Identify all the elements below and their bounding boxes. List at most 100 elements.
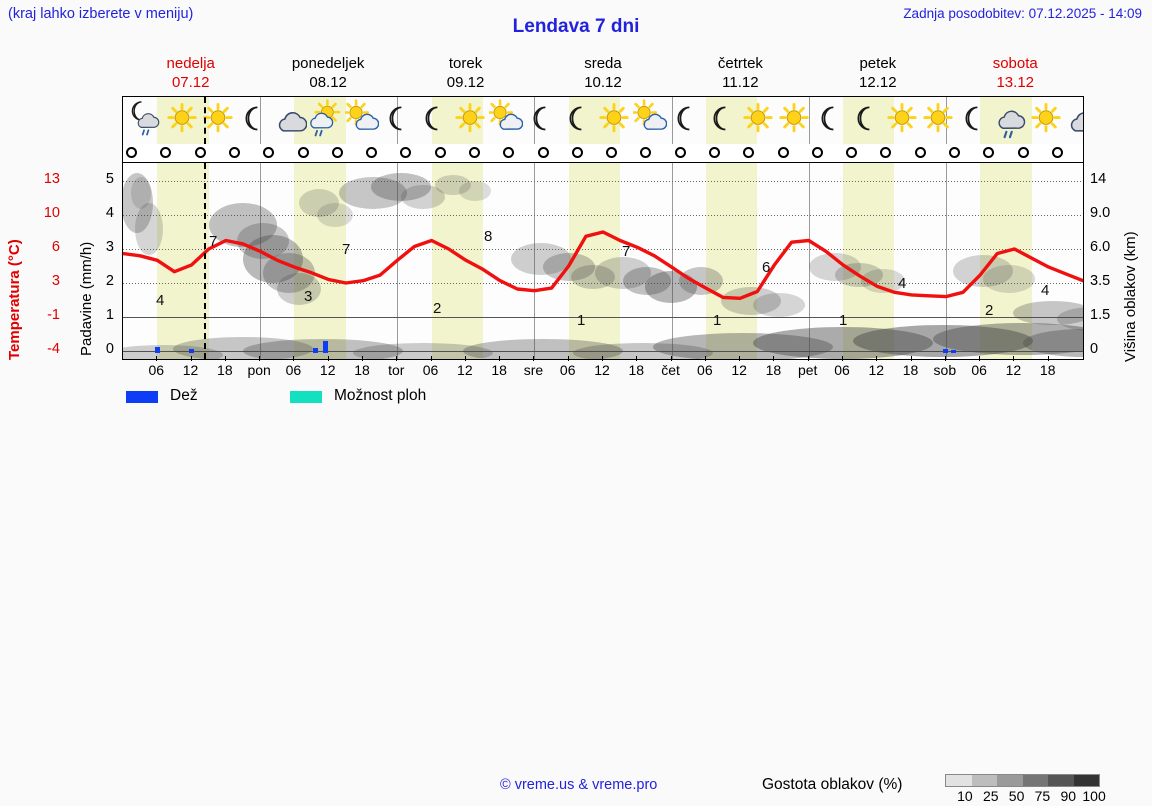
temperature-value-label: 1 (713, 312, 722, 329)
temperature-axis-title: Temperatura (°C) (6, 239, 23, 360)
temperature-value-label: 7 (209, 233, 218, 250)
hour-marker (880, 147, 892, 158)
day-date: 10.12 (584, 74, 622, 91)
hour-marker (777, 147, 789, 158)
hour-marker (503, 147, 515, 158)
hour-marker (914, 147, 926, 158)
daylight-band-day-5 (705, 163, 758, 359)
cloud-icon (1065, 99, 1083, 143)
day-date: 12.12 (859, 74, 897, 91)
time-tick-label: 18 (354, 362, 370, 378)
day-date: 08.12 (309, 74, 347, 91)
sun-icon (597, 99, 631, 143)
time-tick-label: 12 (731, 362, 747, 378)
day-separator (945, 97, 947, 144)
sun-cloud-icon (630, 99, 668, 143)
value-gridline (123, 249, 1083, 250)
time-tick-label: 06 (285, 362, 302, 378)
hour-marker (537, 147, 549, 158)
daylight-band-day-6 (843, 97, 895, 144)
density-tick-label: 90 (1060, 788, 1077, 804)
time-tick-mark (910, 356, 912, 361)
precipitation-tick-label: 3 (105, 239, 114, 255)
sun-icon (741, 99, 775, 143)
temperature-curve (123, 230, 1083, 300)
time-tick-label: pon (247, 362, 271, 378)
cloud-density-scale: 10 25 50 75 90 100 (940, 788, 1110, 806)
time-tick-label: 18 (628, 362, 645, 378)
page-title: Lendava 7 dni (512, 16, 640, 37)
time-tick-label: 06 (834, 362, 850, 378)
day-separator (397, 97, 399, 144)
time-tick-mark (773, 356, 775, 361)
time-tick-label: 18 (902, 362, 919, 378)
copyright-link[interactable]: © vreme.us & vreme.pro (500, 777, 658, 793)
time-tick-label: 06 (971, 362, 987, 378)
time-tick-label: 06 (559, 362, 576, 378)
time-tick-label: 18 (1039, 362, 1056, 378)
time-axis: 06 12 18 pon 06 12 18 tor 06 12 18 sre 06 12 18 čet 06 12… (122, 356, 1084, 382)
density-step (1022, 775, 1048, 786)
cloud-density-legend-title: Gostota oblakov (%) (762, 776, 903, 793)
moon-icon (381, 99, 415, 143)
sun-icon (885, 99, 919, 143)
cloud-height-tick-label: 1.5 (1090, 307, 1111, 323)
cloud-height-tick-label: 6.0 (1090, 239, 1111, 255)
daylight-band-day-1 (157, 163, 209, 359)
temperature-tick-label: -4 (47, 341, 60, 357)
moon-icon (669, 99, 703, 143)
hour-marker (983, 147, 995, 158)
time-tick-mark (327, 356, 329, 361)
moon-icon (525, 99, 559, 143)
day-header-sobota: sobota 13.12 (947, 54, 1084, 92)
time-tick-mark (190, 356, 192, 361)
hour-marker (366, 147, 378, 158)
sun-icon (777, 99, 811, 143)
day-header-nedelja: nedelja 07.12 (122, 54, 259, 92)
density-tick-label: 50 (1008, 788, 1025, 804)
current-time-marker-icons (204, 97, 207, 144)
precip-baseline (123, 317, 1083, 318)
day-date: 09.12 (446, 74, 485, 91)
sun-cloud-rain-icon (309, 99, 343, 143)
time-tick-mark (636, 356, 638, 361)
daylight-band-day-2 (294, 163, 346, 359)
time-tick-mark (224, 356, 226, 361)
day-date: 13.12 (996, 74, 1035, 91)
daylight-band-day-7 (980, 163, 1032, 359)
cloud-height-axis-title: Višina oblakov (km) (1122, 231, 1139, 362)
day-name: nedelja (166, 55, 215, 72)
temperature-value-label: 1 (839, 312, 848, 329)
time-tick-label: 12 (319, 362, 336, 378)
density-step (946, 775, 972, 786)
time-tick-mark (464, 356, 466, 361)
current-time-marker (204, 163, 207, 359)
day-name: četrtek (717, 55, 763, 72)
time-tick-mark (944, 356, 946, 361)
precipitation-tick-label: 0 (105, 341, 114, 357)
day-name: sobota (992, 55, 1038, 72)
hour-marker (606, 147, 618, 158)
temperature-value-label: 7 (342, 241, 351, 258)
hour-marker (263, 147, 275, 158)
day-separator (260, 97, 262, 144)
temperature-value-label: 8 (484, 228, 493, 245)
temperature-value-label: 2 (433, 300, 442, 317)
hour-marker (640, 147, 652, 158)
temperature-tick-label: 10 (43, 205, 60, 221)
time-tick-label: 12 (868, 362, 885, 378)
sun-icon (201, 99, 235, 143)
time-tick-label: 12 (594, 362, 610, 378)
hour-marker (434, 147, 446, 158)
location-menu-note[interactable]: (kraj lahko izberete v meniju) (8, 6, 194, 22)
time-tick-label: čet (661, 362, 680, 378)
daylight-band-day-4 (568, 163, 621, 359)
day-name: torek (448, 55, 483, 72)
hour-marker (1017, 147, 1029, 158)
density-tick-label: 25 (982, 788, 999, 804)
time-tick-mark (430, 356, 432, 361)
day-date: 11.12 (722, 74, 759, 91)
temperature-tick-label: 6 (51, 239, 60, 255)
sun-icon (921, 99, 955, 143)
hour-marker (708, 147, 720, 158)
